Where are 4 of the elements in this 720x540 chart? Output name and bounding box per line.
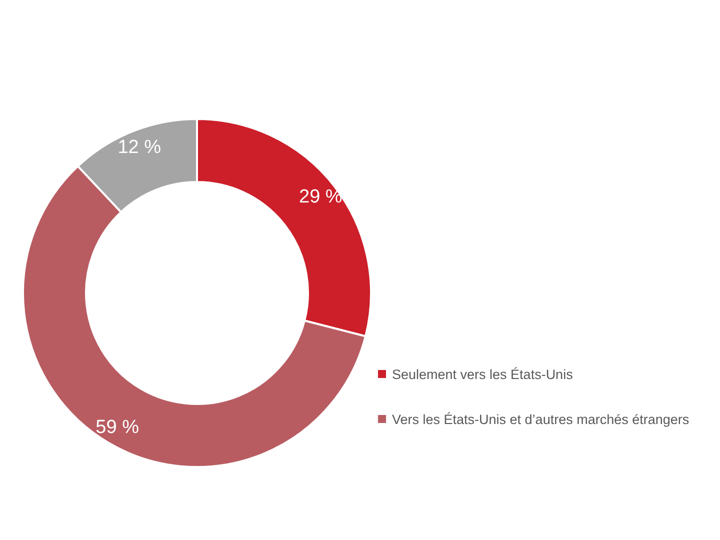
legend-label: Vers les États-Unis et d’autres marchés étrangers bbox=[392, 412, 690, 426]
legend-label: Seulement vers les États-Unis bbox=[392, 366, 573, 382]
data-label: 12 % bbox=[118, 136, 162, 158]
data-label: 59 % bbox=[96, 417, 140, 438]
